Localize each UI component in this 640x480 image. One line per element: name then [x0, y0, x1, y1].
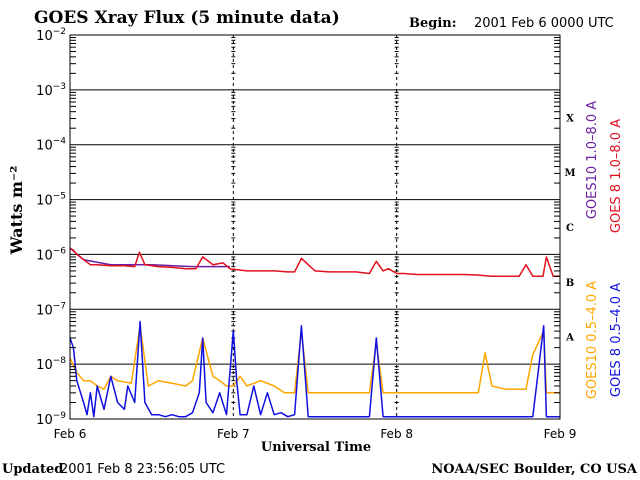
y-tick-label: 10−7: [36, 301, 66, 318]
x-axis-label: Universal Time: [261, 440, 371, 455]
credit-text: NOAA/SEC Boulder, CO USA: [431, 462, 638, 477]
x-tick-label: Feb 6: [54, 427, 87, 441]
x-tick-label: Feb 9: [544, 427, 577, 441]
y-tick-label: 10−3: [36, 82, 66, 99]
x-tick-labels: Feb 6 Feb 7 Feb 8 Feb 9: [54, 427, 577, 441]
y-tick-label: 10−6: [36, 246, 66, 263]
y-tick-label: 10−2: [36, 27, 66, 44]
flare-class-label: C: [566, 223, 574, 234]
legend-label: GOES 8 1.0–8.0 A: [609, 119, 624, 233]
x-tick-label: Feb 7: [217, 427, 250, 441]
day-dividers: [231, 35, 399, 419]
legend: GOES10 1.0–8.0 A GOES 8 1.0–8.0 A GOES10 0…: [585, 101, 624, 399]
series-layer: [69, 247, 560, 418]
flare-class-label: B: [566, 278, 574, 289]
flare-class-label: M: [564, 168, 575, 179]
chart-title: GOES Xray Flux (5 minute data): [34, 8, 340, 28]
y-tick-label: 10−9: [36, 411, 66, 428]
updated-value: 2001 Feb 8 23:56:05 UTC: [60, 462, 225, 477]
y-axis-label: Watts m⁻²: [7, 166, 26, 256]
flare-class-label: X: [566, 113, 574, 124]
plot-frame: [69, 34, 561, 420]
legend-label: GOES10 1.0–8.0 A: [585, 101, 600, 219]
x-tick-label: Feb 8: [380, 427, 413, 441]
y-tick-labels: 10−2 10−3 10−4 10−5 10−6 10−7 10−8 10−9: [36, 27, 66, 428]
y-minor-ticks: [70, 37, 560, 403]
series-line: [69, 320, 560, 418]
begin-value: 2001 Feb 6 0000 UTC: [474, 16, 614, 31]
y-tick-label: 10−4: [36, 137, 66, 154]
flare-class-labels: X M C B A: [564, 113, 575, 343]
y-tick-label: 10−8: [36, 356, 66, 373]
updated-label: Updated: [2, 462, 63, 477]
legend-label: GOES 8 0.5–4.0 A: [609, 283, 624, 397]
flare-class-label: A: [565, 333, 574, 344]
begin-label: Begin:: [409, 16, 457, 31]
legend-label: GOES10 0.5–4.0 A: [585, 281, 600, 399]
y-tick-label: 10−5: [36, 192, 66, 209]
flare-class-bands: [70, 34, 560, 420]
series-line: [69, 247, 560, 278]
